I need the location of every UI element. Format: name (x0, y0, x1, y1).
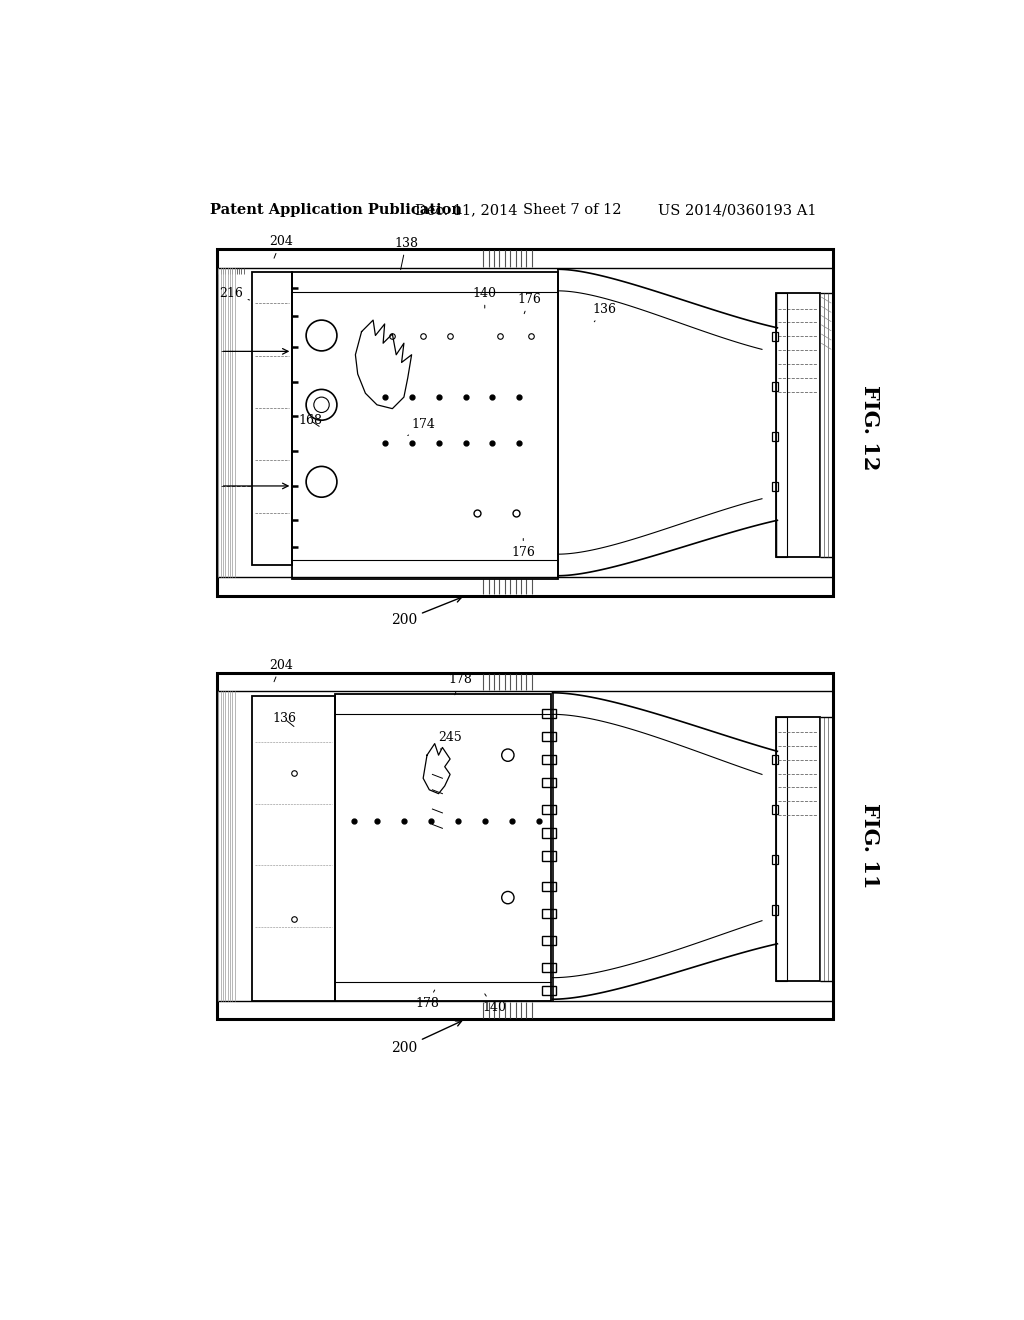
Text: 176: 176 (511, 539, 536, 560)
Text: 245: 245 (438, 731, 462, 750)
Bar (292, 272, 558, 579)
Text: Sheet 7 of 12: Sheet 7 of 12 (523, 203, 622, 216)
Text: US 2014/0360193 A1: US 2014/0360193 A1 (658, 203, 816, 216)
Text: 174: 174 (408, 417, 435, 436)
Bar (772, 855, 778, 865)
Text: 138: 138 (394, 236, 418, 269)
Bar (542, 829, 556, 838)
Bar (772, 331, 778, 341)
Bar (542, 964, 556, 973)
Text: 178: 178 (449, 673, 472, 694)
Bar (772, 482, 778, 491)
Bar (542, 709, 556, 718)
Bar (542, 755, 556, 764)
Text: Dec. 11, 2014: Dec. 11, 2014 (416, 203, 518, 216)
Bar (776, 717, 787, 981)
Bar (776, 717, 819, 981)
Bar (252, 696, 336, 1001)
Bar (217, 673, 833, 1019)
Bar (542, 733, 556, 742)
Bar (772, 381, 778, 391)
Text: 216: 216 (219, 288, 250, 301)
Bar (252, 272, 292, 565)
Bar (542, 779, 556, 788)
Bar (772, 906, 778, 915)
Text: FIG. 12: FIG. 12 (860, 385, 880, 471)
Text: 200: 200 (391, 597, 462, 627)
Text: 140: 140 (473, 286, 497, 308)
Bar (776, 293, 787, 557)
Text: 178: 178 (415, 990, 439, 1010)
Bar (542, 805, 556, 814)
Bar (217, 249, 833, 595)
Text: 204: 204 (268, 659, 293, 681)
Text: 136: 136 (272, 713, 297, 726)
Text: 168: 168 (298, 413, 322, 426)
Bar (542, 986, 556, 995)
Text: Patent Application Publication: Patent Application Publication (210, 203, 462, 216)
Bar (542, 851, 556, 861)
Bar (772, 755, 778, 764)
Bar (772, 432, 778, 441)
Bar (542, 882, 556, 891)
Bar (542, 936, 556, 945)
Bar (776, 293, 819, 557)
Bar (542, 909, 556, 919)
Bar (336, 694, 551, 1001)
Text: FIG. 11: FIG. 11 (860, 804, 880, 888)
Text: 176: 176 (517, 293, 542, 314)
Bar (772, 805, 778, 814)
Text: 200: 200 (391, 1020, 462, 1055)
Text: 204: 204 (268, 235, 293, 259)
Text: 136: 136 (592, 302, 616, 322)
Text: 140: 140 (482, 994, 506, 1014)
